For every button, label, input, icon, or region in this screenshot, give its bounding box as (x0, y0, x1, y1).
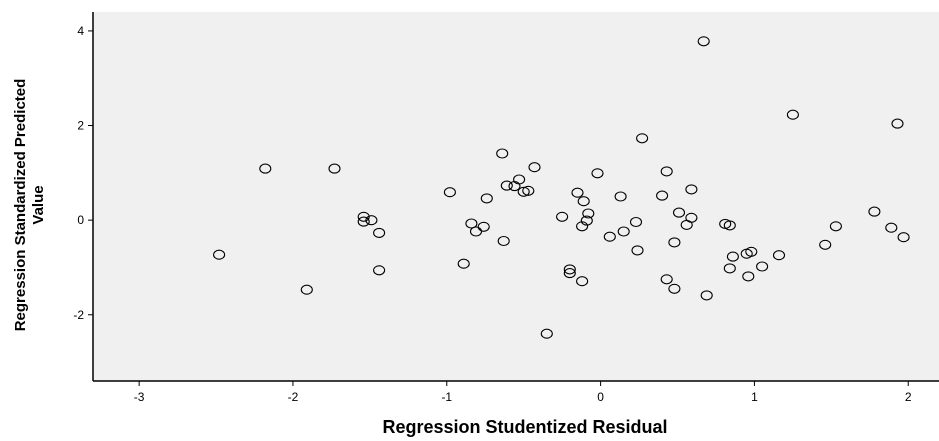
data-point (357, 216, 370, 227)
x-tick-label: 2 (905, 390, 912, 404)
plot-area (93, 12, 939, 381)
data-point (517, 186, 530, 197)
data-point (723, 220, 736, 231)
data-point (660, 274, 673, 285)
x-tick-label: -3 (134, 390, 145, 404)
data-point (580, 215, 593, 226)
x-ticks: -3 -2 -1 0 1 2 (134, 381, 912, 404)
data-point (365, 215, 378, 226)
data-point (497, 235, 510, 247)
data-point (563, 264, 576, 275)
data-point (819, 239, 832, 250)
data-point (868, 206, 881, 217)
data-point (328, 163, 341, 174)
data-point (897, 232, 910, 243)
data-point (885, 222, 898, 233)
points-layer (213, 36, 910, 339)
data-point (786, 109, 799, 120)
data-point (443, 187, 456, 198)
data-point (591, 168, 604, 179)
data-point (697, 36, 710, 47)
data-point (213, 249, 226, 260)
data-point (629, 216, 643, 228)
data-point (300, 284, 313, 295)
data-point (723, 263, 736, 274)
data-point (772, 250, 786, 261)
data-point (496, 148, 509, 159)
data-point (672, 207, 686, 218)
data-point (373, 227, 386, 238)
data-point (480, 193, 493, 204)
data-point (457, 258, 470, 269)
data-point (563, 268, 576, 279)
data-point (742, 271, 755, 282)
data-point (745, 246, 758, 257)
y-axis-title-line2: Value (30, 185, 47, 224)
data-point (259, 163, 272, 174)
data-point (685, 184, 698, 195)
y-ticks: -2 0 2 4 (73, 24, 93, 322)
data-point (577, 196, 590, 207)
data-point (614, 191, 627, 202)
data-point (891, 118, 904, 129)
data-point (500, 180, 513, 191)
data-point (685, 212, 698, 223)
data-point (726, 251, 739, 262)
y-tick-label: 0 (77, 213, 84, 227)
data-point (617, 226, 630, 237)
data-point (668, 283, 681, 294)
data-point (571, 187, 584, 198)
data-point (357, 211, 370, 222)
data-point (829, 221, 842, 232)
data-point (576, 221, 589, 232)
data-point (477, 221, 490, 232)
data-point (522, 185, 535, 196)
y-axis-title-line1: Regression Standardized Predicted (12, 79, 29, 332)
data-point (668, 237, 681, 248)
data-point (465, 218, 478, 229)
y-tick-label: 4 (77, 24, 84, 38)
data-point (700, 290, 713, 301)
data-point (513, 174, 526, 185)
data-point (582, 208, 595, 219)
data-point (540, 328, 553, 339)
x-tick-label: -1 (441, 390, 452, 404)
data-point (756, 261, 769, 272)
y-tick-label: 2 (77, 119, 84, 133)
x-tick-label: -2 (288, 390, 299, 404)
data-point (660, 166, 673, 177)
data-point (373, 265, 386, 276)
data-point (576, 276, 589, 287)
y-tick-label: -2 (73, 308, 84, 322)
x-tick-label: 1 (751, 390, 758, 404)
data-point (636, 133, 649, 144)
data-point (556, 211, 569, 222)
data-point (528, 162, 541, 173)
x-axis-title: Regression Studentized Residual (382, 417, 667, 437)
data-point (631, 245, 644, 256)
data-point (656, 190, 669, 201)
x-tick-label: 0 (597, 390, 604, 404)
data-point (603, 231, 616, 242)
